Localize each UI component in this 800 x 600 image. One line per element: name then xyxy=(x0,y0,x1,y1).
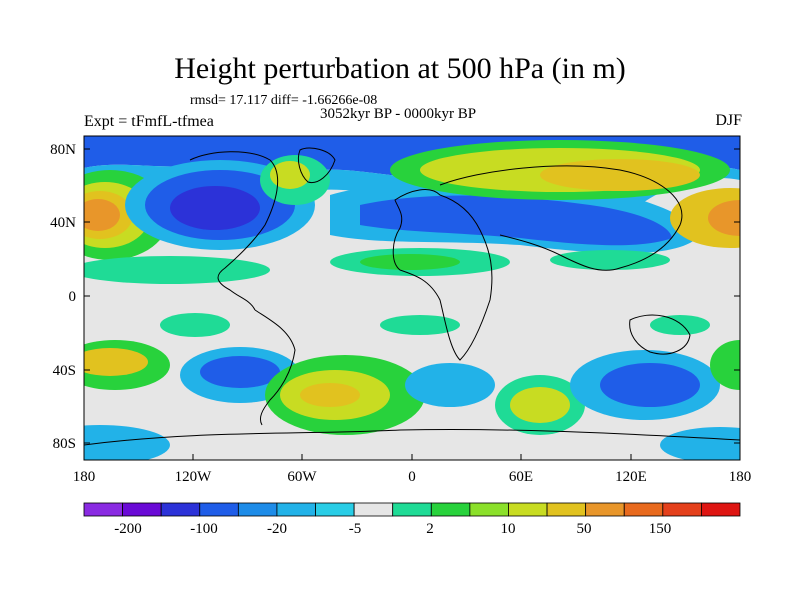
colorbar-swatch xyxy=(662,502,702,517)
colorbar-swatch xyxy=(585,502,625,517)
contour-greenland-yellow xyxy=(270,161,310,189)
contour-epac-orange xyxy=(708,200,740,236)
contour-sh-gold2 xyxy=(300,383,360,407)
contour-na-darkblue xyxy=(170,186,260,230)
lon-label-60w: 60W xyxy=(287,469,317,485)
colorbar-swatch xyxy=(701,502,741,517)
contour-arctic-gold xyxy=(540,159,700,191)
colorbar-swatch xyxy=(508,502,548,517)
colorbar-swatch xyxy=(160,502,201,517)
contour-trop-pacific xyxy=(84,256,270,284)
colorbar-label-5: 2 xyxy=(426,521,434,537)
contour-eurasia-blue xyxy=(360,195,672,246)
colorbar-label-4: -5 xyxy=(349,521,362,537)
contour-ant-blue xyxy=(84,425,170,460)
season-label: DJF xyxy=(715,112,742,129)
lat-label-0: 0 xyxy=(69,289,77,305)
contour-field xyxy=(84,136,740,460)
contour-trop-indian xyxy=(550,250,670,270)
lat-label-40n: 40N xyxy=(50,215,76,231)
lon-label-180w: 180 xyxy=(73,469,96,485)
map-title: Height perturbation at 500 hPa (in m) xyxy=(174,52,626,85)
colorbar-swatch xyxy=(430,502,471,517)
coastlines xyxy=(84,147,740,446)
colorbar-label-6: 10 xyxy=(501,521,516,537)
colorbar-label-7: 50 xyxy=(577,521,592,537)
colorbar-swatch xyxy=(83,502,123,517)
contour-sh-yellow3 xyxy=(510,387,570,423)
experiment-label: Expt = tFmfL-tfmea xyxy=(84,113,214,130)
contour-trop-sa xyxy=(160,313,230,337)
lat-label-40s: 40S xyxy=(53,363,76,379)
stats-label: rmsd= 17.117 diff= -1.66266e-08 xyxy=(190,93,378,108)
lon-label-180e: 180 xyxy=(729,469,752,485)
lon-label-0: 0 xyxy=(408,469,416,485)
contour-ant-blue2 xyxy=(660,427,740,460)
colorbar-swatch xyxy=(276,502,316,517)
lon-label-120w: 120W xyxy=(175,469,213,485)
colorbar-swatch xyxy=(546,502,587,517)
contour-trop-sa2 xyxy=(380,315,460,335)
colorbar-label-8: 150 xyxy=(649,521,672,537)
lat-label-80n: 80N xyxy=(50,142,76,158)
lon-label-120e: 120E xyxy=(615,469,647,485)
contour-trop-africa xyxy=(360,254,460,270)
colorbar-label-2: -100 xyxy=(190,521,218,537)
contour-trop-wpac xyxy=(650,315,710,335)
colorbar-swatch xyxy=(199,502,239,517)
colorbar xyxy=(83,502,741,517)
colorbar-swatch xyxy=(237,502,278,517)
contour-sh-green4 xyxy=(710,340,740,390)
colorbar-swatch xyxy=(315,502,355,517)
lat-label-80s: 80S xyxy=(53,436,76,452)
colorbar-swatch xyxy=(122,502,162,517)
colorbar-swatch xyxy=(392,502,432,517)
colorbar-label-1: -200 xyxy=(114,521,142,537)
contour-sh-gold1 xyxy=(84,348,148,376)
colorbar-swatch xyxy=(469,502,509,517)
colorbar-swatch xyxy=(623,502,664,517)
axis-ticks xyxy=(83,148,741,460)
colorbar-label-3: -20 xyxy=(267,521,287,537)
contour-sh-blue3b xyxy=(600,363,700,407)
period-subtitle: 3052kyr BP - 0000kyr BP xyxy=(320,106,477,122)
contour-sh-blue2 xyxy=(405,363,495,407)
lon-label-60e: 60E xyxy=(509,469,533,485)
colorbar-swatch xyxy=(353,502,394,517)
contour-pacific-orange xyxy=(84,199,120,231)
contour-sh-blue1b xyxy=(200,356,280,388)
